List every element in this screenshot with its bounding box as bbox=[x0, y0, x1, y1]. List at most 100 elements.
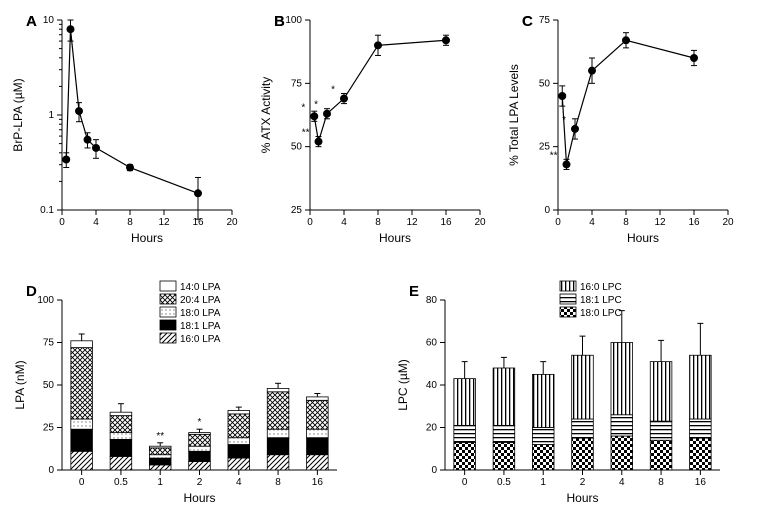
bar-segment bbox=[267, 438, 289, 455]
bar-segment bbox=[267, 388, 289, 391]
plot-B: B048121620255075100Hours% ATX Activity**… bbox=[259, 13, 486, 245]
svg-text:LPC (µM): LPC (µM) bbox=[396, 359, 410, 411]
svg-text:25: 25 bbox=[291, 205, 303, 216]
svg-text:Hours: Hours bbox=[131, 231, 163, 245]
bar-segment bbox=[189, 446, 211, 451]
svg-text:4: 4 bbox=[93, 217, 99, 228]
bar-segment bbox=[149, 455, 171, 458]
bar-segment bbox=[454, 425, 476, 442]
svg-text:A: A bbox=[26, 13, 37, 30]
legend-swatch bbox=[560, 294, 576, 304]
svg-text:0: 0 bbox=[462, 477, 468, 488]
svg-text:0: 0 bbox=[555, 217, 561, 228]
legend-swatch bbox=[160, 307, 176, 317]
svg-text:20: 20 bbox=[474, 217, 486, 228]
bar-segment bbox=[228, 411, 250, 414]
svg-text:% Total LPA Levels: % Total LPA Levels bbox=[507, 64, 521, 166]
svg-text:0: 0 bbox=[59, 217, 65, 228]
bar-segment bbox=[454, 379, 476, 426]
bar-segment bbox=[110, 412, 132, 415]
bar-segment bbox=[493, 368, 515, 425]
svg-text:0: 0 bbox=[431, 465, 437, 476]
svg-text:8: 8 bbox=[275, 477, 281, 488]
bar-segment bbox=[307, 438, 329, 455]
bar-segment bbox=[110, 456, 132, 470]
svg-text:E: E bbox=[409, 283, 419, 300]
svg-text:Hours: Hours bbox=[379, 231, 411, 245]
bar-segment bbox=[307, 455, 329, 470]
bar-segment bbox=[307, 397, 329, 400]
legend-swatch bbox=[560, 307, 576, 317]
bar-segment bbox=[650, 362, 672, 422]
plot-E: E02040608000.5124816HoursLPC (µM)16:0 LP… bbox=[396, 281, 720, 505]
svg-text:BrP-LPA (µM): BrP-LPA (µM) bbox=[11, 78, 25, 151]
svg-text:12: 12 bbox=[406, 217, 418, 228]
svg-text:75: 75 bbox=[43, 338, 55, 349]
svg-text:8: 8 bbox=[658, 477, 664, 488]
svg-text:18:0 LPA: 18:0 LPA bbox=[180, 308, 221, 319]
svg-text:100: 100 bbox=[37, 295, 54, 306]
bar-segment bbox=[149, 465, 171, 470]
svg-text:12: 12 bbox=[654, 217, 666, 228]
bar-segment bbox=[149, 448, 171, 455]
svg-text:20: 20 bbox=[426, 423, 438, 434]
bar-segment bbox=[267, 429, 289, 438]
svg-text:10: 10 bbox=[43, 15, 55, 26]
bar-segment bbox=[690, 355, 712, 419]
svg-text:25: 25 bbox=[539, 142, 551, 153]
svg-text:25: 25 bbox=[43, 423, 55, 434]
bar-segment bbox=[228, 438, 250, 445]
svg-text:**: ** bbox=[302, 128, 310, 139]
bar-segment bbox=[611, 436, 633, 470]
plot-C: C0481216200255075Hours% Total LPA Levels… bbox=[507, 13, 734, 245]
svg-text:20: 20 bbox=[226, 217, 238, 228]
bar-segment bbox=[611, 415, 633, 436]
plot-A: A0481216200.1110HoursBrP-LPA (µM) bbox=[11, 13, 238, 245]
bar-segment bbox=[532, 445, 554, 471]
bar-segment bbox=[572, 419, 594, 438]
svg-text:LPA (nM): LPA (nM) bbox=[13, 360, 27, 409]
svg-text:16:0 LPC: 16:0 LPC bbox=[580, 282, 622, 293]
bar-segment bbox=[110, 416, 132, 433]
bar-segment bbox=[149, 446, 171, 448]
svg-text:40: 40 bbox=[426, 380, 438, 391]
bar-segment bbox=[493, 442, 515, 470]
bar-segment bbox=[572, 355, 594, 419]
bar-segment bbox=[228, 445, 250, 459]
svg-text:0.5: 0.5 bbox=[497, 477, 511, 488]
svg-text:4: 4 bbox=[341, 217, 347, 228]
svg-text:2: 2 bbox=[197, 477, 203, 488]
figure-svg: A0481216200.1110HoursBrP-LPA (µM)AB04812… bbox=[0, 0, 760, 516]
svg-text:75: 75 bbox=[539, 15, 551, 26]
svg-text:Hours: Hours bbox=[627, 231, 659, 245]
svg-text:14:0 LPA: 14:0 LPA bbox=[180, 282, 221, 293]
svg-text:Hours: Hours bbox=[183, 491, 215, 505]
bar-segment bbox=[307, 400, 329, 429]
svg-text:1: 1 bbox=[540, 477, 546, 488]
svg-text:0: 0 bbox=[307, 217, 313, 228]
svg-text:80: 80 bbox=[426, 295, 438, 306]
plot-D: D025507510000.5**1*24816HoursLPA (nM)14:… bbox=[13, 281, 337, 505]
svg-text:8: 8 bbox=[623, 217, 629, 228]
bar-segment bbox=[110, 439, 132, 456]
svg-text:4: 4 bbox=[619, 477, 625, 488]
bar-segment bbox=[228, 458, 250, 470]
svg-text:18:1 LPA: 18:1 LPA bbox=[180, 321, 221, 332]
bar-segment bbox=[189, 433, 211, 435]
svg-text:% ATX Activity: % ATX Activity bbox=[259, 77, 273, 153]
svg-text:Hours: Hours bbox=[566, 491, 598, 505]
bar-segment bbox=[650, 440, 672, 470]
svg-text:*: * bbox=[301, 102, 305, 113]
bar-segment bbox=[611, 343, 633, 415]
svg-text:0: 0 bbox=[79, 477, 85, 488]
svg-text:18:1 LPC: 18:1 LPC bbox=[580, 295, 622, 306]
svg-text:16: 16 bbox=[695, 477, 707, 488]
bar-segment bbox=[189, 434, 211, 446]
svg-text:1: 1 bbox=[48, 110, 54, 121]
svg-text:20:4 LPA: 20:4 LPA bbox=[180, 295, 221, 306]
bar-segment bbox=[493, 425, 515, 442]
bar-segment bbox=[71, 429, 93, 451]
svg-text:16:0 LPA: 16:0 LPA bbox=[180, 334, 221, 345]
svg-text:18:0 LPC: 18:0 LPC bbox=[580, 308, 622, 319]
bar-segment bbox=[572, 438, 594, 470]
